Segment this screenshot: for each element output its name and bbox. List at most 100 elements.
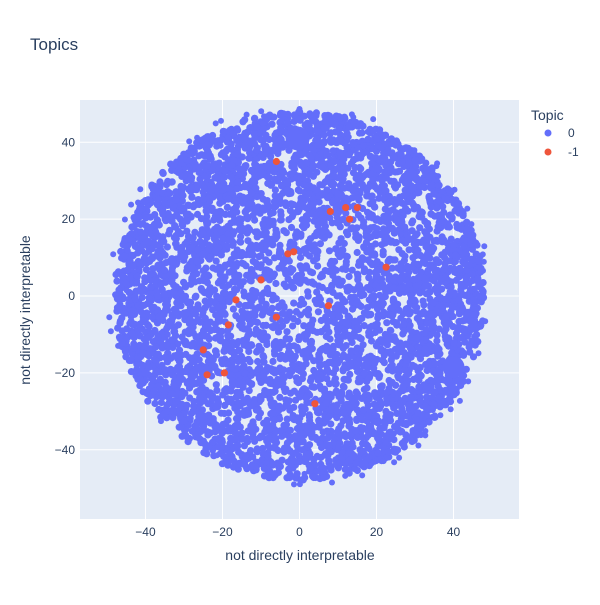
data-point-topic-0 — [190, 340, 197, 347]
data-point-topic-0 — [381, 359, 388, 366]
data-point-topic-0 — [264, 147, 271, 154]
data-point-topic-0 — [120, 274, 127, 281]
data-point-topic-0 — [318, 317, 325, 324]
data-point-topic-0 — [116, 320, 123, 327]
data-point-topic-0 — [264, 285, 271, 292]
data-point-topic-0 — [210, 137, 217, 144]
data-point-topic-0 — [209, 185, 216, 192]
data-point-topic-0 — [366, 374, 373, 381]
data-point-topic-0 — [284, 179, 291, 186]
data-point-topic-0 — [189, 358, 196, 365]
data-point-topic-0 — [170, 161, 177, 168]
data-point-topic-0 — [373, 135, 380, 142]
data-point-topic-0 — [327, 162, 334, 169]
data-point-topic-0 — [334, 191, 341, 198]
data-point-topic-0 — [149, 304, 156, 311]
data-point-topic-0 — [288, 170, 295, 177]
data-point-topic-0 — [317, 217, 324, 224]
data-point-topic-0 — [346, 273, 353, 280]
data-point-topic-0 — [262, 132, 269, 139]
data-point-topic-0 — [422, 243, 429, 250]
data-point-topic-0 — [369, 192, 376, 199]
data-point-topic-0 — [331, 319, 338, 326]
data-point-topic-0 — [403, 189, 410, 196]
data-point-topic-0 — [354, 390, 361, 397]
data-point-topic-0 — [175, 321, 182, 328]
data-point-topic-0 — [427, 210, 434, 217]
data-point-topic-0 — [337, 422, 344, 429]
data-point-topic-0 — [232, 312, 239, 319]
data-point-topic-0 — [333, 204, 340, 211]
data-point-topic-0 — [349, 332, 356, 339]
data-point-topic-0 — [436, 326, 443, 333]
data-point-topic-0 — [426, 262, 433, 269]
data-point-topic-0 — [346, 360, 353, 367]
data-point-topic-0 — [194, 258, 201, 265]
data-point-topic-0 — [319, 164, 326, 171]
data-point-topic-0 — [180, 279, 187, 286]
data-point-topic-0 — [396, 401, 403, 408]
data-point-topic-0 — [147, 283, 154, 290]
data-point-topic-0 — [140, 388, 147, 395]
data-point-topic-0 — [254, 168, 261, 175]
data-point-topic-0 — [360, 406, 367, 413]
data-point-topic-0 — [367, 311, 374, 318]
data-point-topic-0 — [135, 213, 142, 220]
data-point-topic-0 — [166, 190, 173, 197]
data-point-topic-0 — [389, 265, 396, 272]
data-point-topic-0 — [234, 197, 241, 204]
data-point-topic-0 — [136, 206, 143, 213]
data-point-topic-0 — [137, 221, 144, 228]
data-point-topic-0 — [455, 224, 462, 231]
data-point-topic-0 — [323, 347, 330, 354]
data-point-topic-0 — [181, 390, 188, 397]
data-point-topic-0 — [313, 169, 320, 176]
data-point-topic-0 — [400, 310, 407, 317]
data-point-topic-0 — [203, 219, 210, 226]
data-point-topic-0 — [245, 128, 252, 135]
data-point-topic-0 — [206, 256, 213, 263]
data-point-topic-0 — [254, 147, 261, 154]
data-point-topic-0 — [459, 334, 466, 341]
data-point-topic-0 — [314, 376, 321, 383]
data-point-topic-0 — [283, 328, 290, 335]
data-point-topic-0 — [226, 424, 233, 431]
data-point-topic-0 — [215, 399, 222, 406]
data-point-topic-0 — [163, 304, 170, 311]
data-point-topic-0 — [326, 447, 333, 454]
data-point-topic-0 — [381, 236, 388, 243]
data-point-topic-0 — [162, 379, 169, 386]
data-point-topic-0 — [238, 227, 245, 234]
data-point-topic-0 — [394, 227, 401, 234]
data-point-topic-0 — [332, 277, 339, 284]
data-point-topic-0 — [182, 351, 189, 358]
data-point-topic-0 — [464, 292, 471, 299]
data-point-topic-0 — [218, 251, 225, 258]
data-point-topic-0 — [269, 323, 276, 330]
data-point-topic-0 — [413, 282, 420, 289]
data-point-topic-0 — [239, 312, 246, 319]
data-point-topic-0 — [258, 261, 265, 268]
data-point-topic-0 — [422, 345, 429, 352]
data-point-topic-0 — [195, 152, 202, 159]
data-point-topic-0 — [244, 237, 251, 244]
data-point-topic-0 — [122, 348, 129, 355]
data-point-topic-0 — [436, 370, 443, 377]
data-point-topic-0 — [314, 128, 321, 135]
data-point-topic-0 — [171, 222, 178, 229]
data-point-topic-0 — [228, 343, 235, 350]
data-point-topic-0 — [196, 411, 203, 418]
data-point-topic-0 — [322, 267, 329, 274]
data-point-topic-0 — [149, 313, 156, 320]
data-point-topic-0 — [284, 187, 291, 194]
data-point-topic-0 — [354, 249, 361, 256]
data-point-topic-0 — [428, 203, 435, 210]
data-point-topic-0 — [209, 355, 216, 362]
data-point-topic-0 — [198, 331, 205, 338]
data-point-topic-0 — [340, 410, 347, 417]
data-point-topic-0 — [435, 286, 442, 293]
data-point-topic-0 — [287, 427, 294, 434]
data-point-topic-0 — [304, 288, 311, 295]
data-point-topic-0 — [355, 301, 362, 308]
